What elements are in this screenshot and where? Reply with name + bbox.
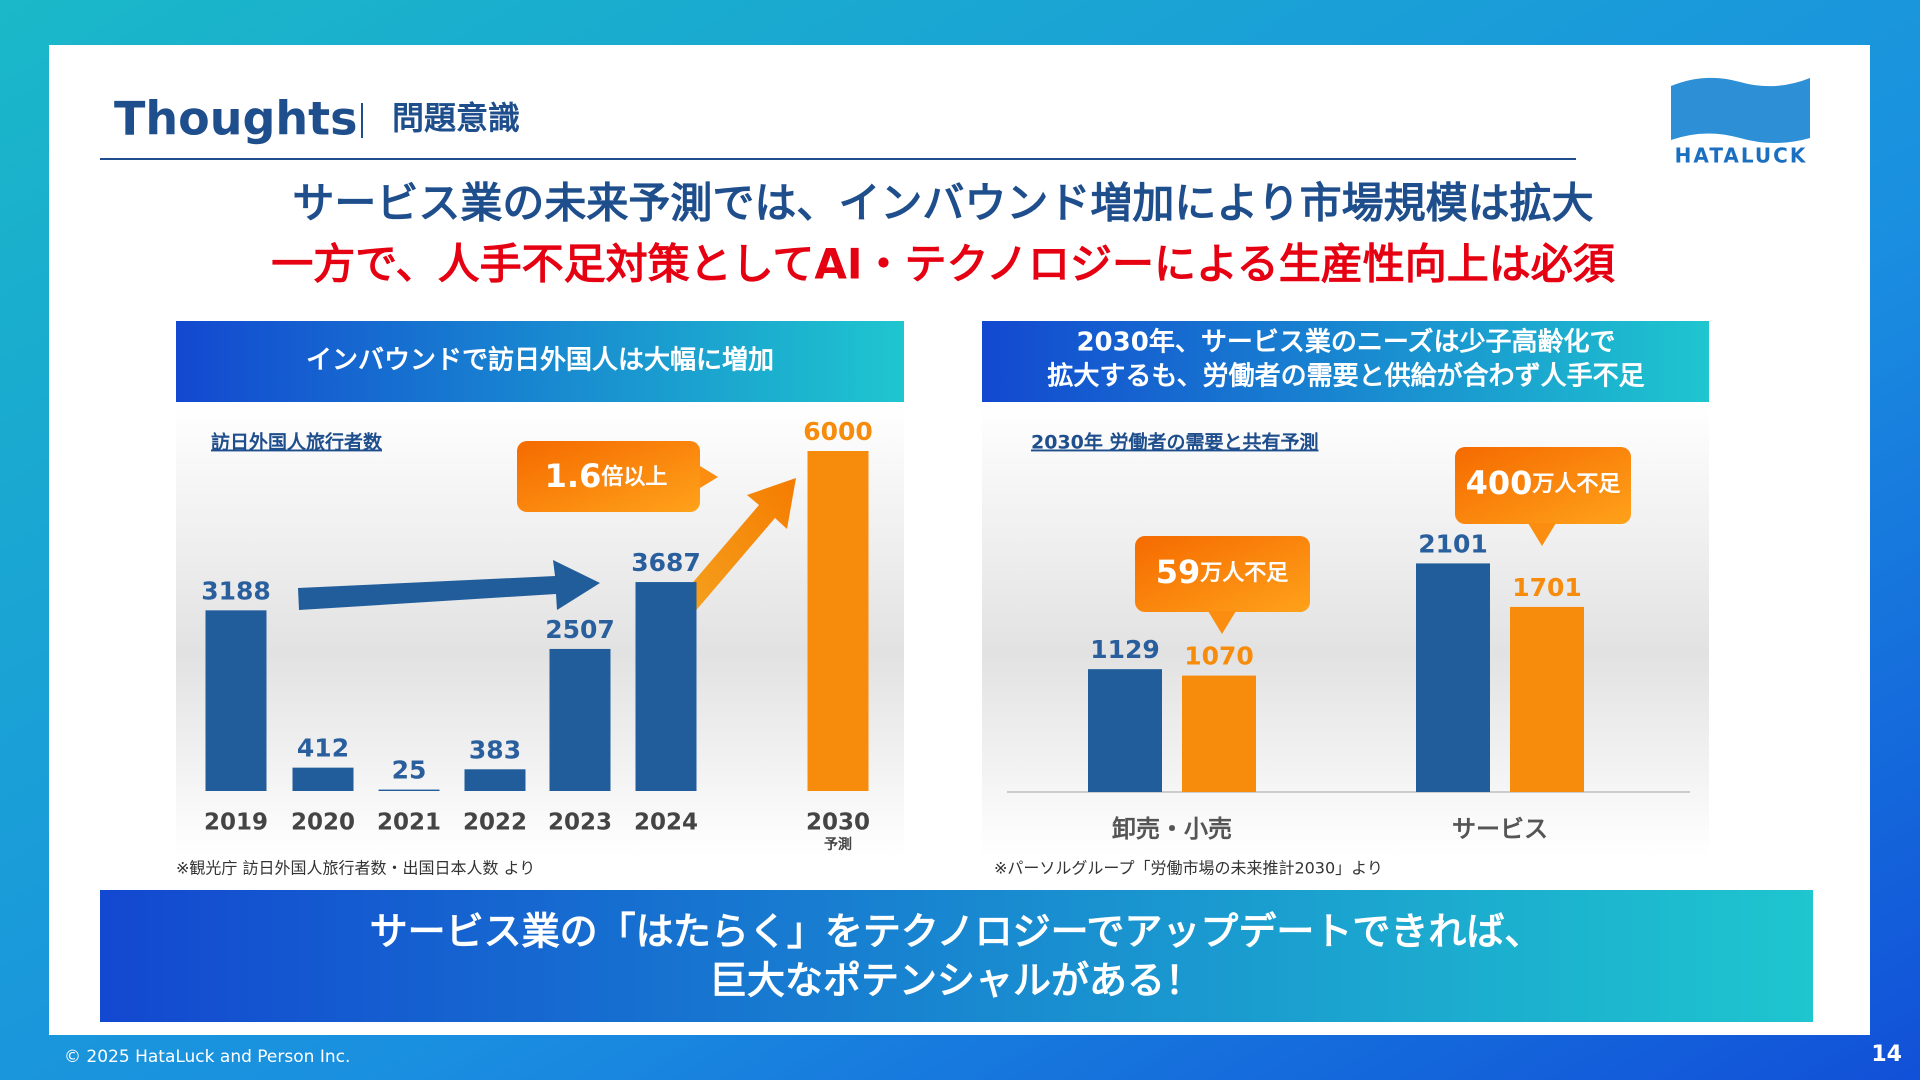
panel-title: インバウンドで訪日外国人は大幅に増加 <box>306 345 774 376</box>
value-label: 412 <box>297 734 349 763</box>
value-label: 2507 <box>545 615 615 644</box>
bar <box>1510 606 1584 792</box>
header-subtitle: 問題意識 <box>392 99 520 137</box>
bar <box>464 769 526 791</box>
page-number: 14 <box>1871 1042 1902 1067</box>
panel-title: 拡大するも、労働者の需要と供給が合わず人手不足 <box>1047 361 1644 392</box>
bar <box>549 648 611 791</box>
panel-header <box>982 321 1709 402</box>
bar <box>1088 669 1162 792</box>
banner <box>100 890 1813 1022</box>
x-tick-label: 2024 <box>634 810 698 836</box>
value-label: 3687 <box>631 548 701 577</box>
bar <box>292 767 354 791</box>
banner-text: 巨大なポテンシャルがある！ <box>709 959 1203 1003</box>
chart-title: 2030年 労働者の需要と共有予測 <box>1031 431 1319 454</box>
callout-unit: 万人不足 <box>1531 472 1620 497</box>
logo-text: HATALUCK <box>1675 144 1808 168</box>
value-label: 6000 <box>803 417 873 446</box>
callout-text: 1.6倍以上 <box>545 457 668 495</box>
callout-pointer <box>700 466 718 488</box>
source-note: ※パーソルグループ「労働市場の未来推計2030」より <box>994 859 1383 878</box>
bar <box>635 582 697 791</box>
source-note: ※観光庁 訪日外国人旅行者数・出国日本人数 より <box>176 859 535 878</box>
panel-header <box>176 321 904 402</box>
logo-mark <box>1671 77 1810 143</box>
callout-number: 1.6 <box>545 457 602 495</box>
callout-box <box>1455 447 1631 524</box>
value-label: 2101 <box>1418 529 1488 558</box>
headline: サービス業の未来予測では、インバウンド増加により市場規模は拡大 <box>292 179 1593 228</box>
value-label: 1701 <box>1512 573 1582 602</box>
callout-pointer <box>1528 523 1556 546</box>
value-label: 3188 <box>201 576 271 605</box>
bar <box>205 610 267 791</box>
bar <box>378 789 440 791</box>
x-tick-label: 2023 <box>548 810 612 836</box>
callout-text: 59万人不足 <box>1156 553 1289 591</box>
callout-number: 400 <box>1466 464 1533 502</box>
x-tick-label: サービス <box>1452 815 1548 843</box>
callout-box <box>1135 536 1310 612</box>
banner-text: サービス業の「はたらく」をテクノロジーでアップデートできれば、 <box>370 910 1543 954</box>
header-title: Thoughts <box>114 92 358 146</box>
value-label: 1129 <box>1090 635 1160 664</box>
panel-title: 2030年、サービス業のニーズは少子高齢化で <box>1076 327 1615 358</box>
callout-box <box>517 441 700 512</box>
x-tick-label: 卸売・小売 <box>1112 815 1232 843</box>
value-label: 383 <box>469 735 521 764</box>
value-label: 1070 <box>1184 642 1254 671</box>
x-tick-label: 2020 <box>291 810 355 836</box>
value-label: 25 <box>392 756 427 785</box>
x-tick-label: 2022 <box>463 810 527 836</box>
callout-text: 400万人不足 <box>1466 464 1621 502</box>
bar <box>807 451 869 791</box>
callout-pointer <box>1208 611 1236 634</box>
x-tick-label: 2030 <box>806 810 870 836</box>
bar <box>1182 675 1256 792</box>
callout-unit: 倍以上 <box>601 464 667 490</box>
callout-unit: 万人不足 <box>1199 561 1288 586</box>
x-tick-label: 2019 <box>204 810 268 836</box>
category-note: 予測 <box>824 836 852 853</box>
x-tick-label: 2021 <box>377 810 441 836</box>
headline: 一方で、人手不足対策としてAI・テクノロジーによる生産性向上は必須 <box>271 240 1615 289</box>
chart-title: 訪日外国人旅行者数 <box>211 431 383 454</box>
trend-arrow <box>298 560 600 610</box>
callout-number: 59 <box>1156 553 1201 591</box>
copyright: © 2025 HataLuck and Person Inc. <box>64 1047 350 1067</box>
growth-arrow <box>665 478 796 628</box>
bar <box>1416 563 1490 792</box>
